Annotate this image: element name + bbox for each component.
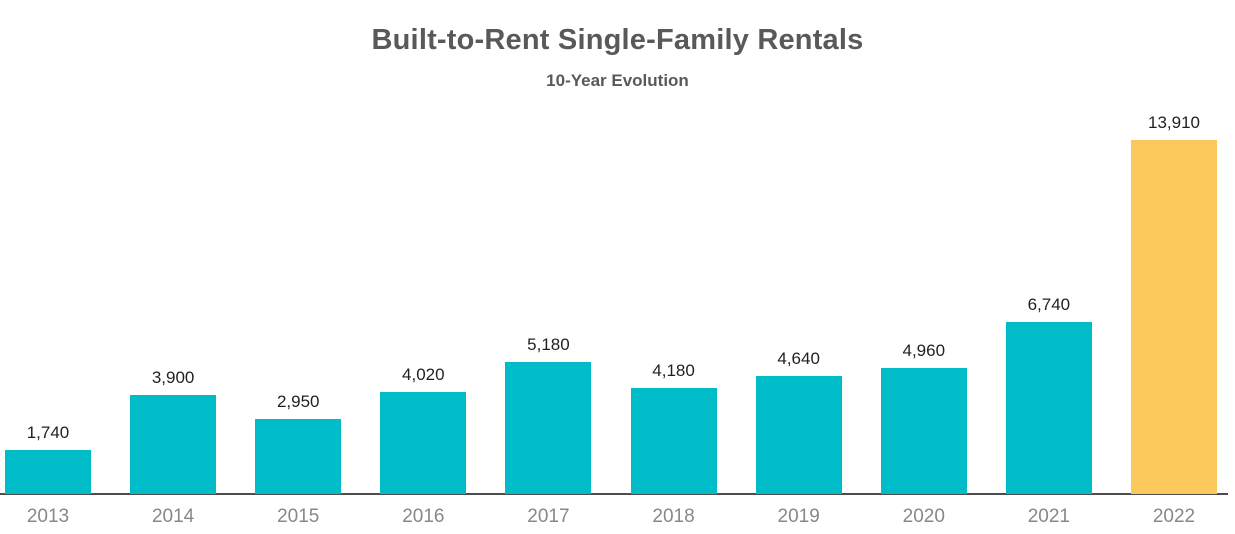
bar-value-label-2017: 5,180 [527, 335, 570, 354]
x-axis-label-2014: 2014 [151, 506, 195, 527]
bar-2016 [380, 392, 467, 494]
bar-2017 [505, 362, 592, 494]
bar-value-label-2013: 1,740 [26, 423, 70, 442]
bar-value-label-2014: 3,900 [151, 368, 195, 387]
x-axis-label-2020: 2020 [902, 506, 945, 527]
bar-2021 [1005, 322, 1092, 494]
x-axis-line [0, 493, 1228, 495]
bars-area: 1,740 3,900 2,950 4,020 5,180 4,180 4,640 4,960… [5, 112, 1217, 494]
bar-value-label-2018: 4,180 [652, 361, 695, 380]
bar-column-2020: 4,960 [880, 340, 967, 494]
x-axis-label-2015: 2015 [277, 506, 320, 527]
bar-chart: 1,740 3,900 2,950 4,020 5,180 4,180 4,640 4,960… [0, 112, 1235, 528]
bar-value-label-2019: 4,640 [777, 349, 820, 368]
x-axis-labels: 2013 2014 2015 2016 2017 2018 2019 2020 2021 2022 [5, 495, 1217, 528]
bar-column-2015: 2,950 [255, 391, 342, 494]
bar-2015 [255, 419, 342, 494]
bar-column-2014: 3,900 [130, 367, 217, 494]
x-axis-label-2017: 2017 [527, 506, 570, 527]
bar-2022 [1130, 140, 1217, 494]
bar-value-label-2016: 4,020 [402, 365, 445, 384]
x-axis-label-2016: 2016 [402, 506, 445, 527]
bar-column-2019: 4,640 [755, 348, 842, 494]
bar-value-label-2022: 13,910 [1147, 113, 1200, 132]
x-axis-label-2013: 2013 [26, 506, 70, 527]
bar-2018 [630, 388, 717, 494]
bar-value-label-2020: 4,960 [902, 341, 946, 360]
bar-2019 [755, 376, 842, 494]
bar-value-label-2021: 6,740 [1027, 295, 1071, 314]
bar-value-label-2015: 2,950 [276, 392, 320, 411]
x-axis-label-2022: 2022 [1152, 506, 1196, 527]
bar-2014 [130, 395, 217, 494]
chart-title: Built-to-Rent Single-Family Rentals [371, 24, 864, 56]
x-axis-label-2021: 2021 [1027, 506, 1071, 527]
bar-column-2016: 4,020 [380, 364, 467, 494]
x-axis-label-2018: 2018 [652, 506, 695, 527]
bar-column-2018: 4,180 [630, 360, 717, 494]
bar-column-2021: 6,740 [1005, 294, 1092, 494]
bar-column-2017: 5,180 [505, 334, 592, 494]
bar-2020 [880, 368, 967, 494]
bar-column-2022: 13,910 [1130, 112, 1217, 494]
bar-column-2013: 1,740 [5, 422, 91, 494]
x-axis-label-2019: 2019 [777, 506, 820, 527]
bar-2013 [5, 450, 91, 494]
chart-header: Built-to-Rent Single-Family Rentals 10-Y… [0, 0, 1235, 92]
chart-subtitle: 10-Year Evolution [546, 71, 689, 90]
